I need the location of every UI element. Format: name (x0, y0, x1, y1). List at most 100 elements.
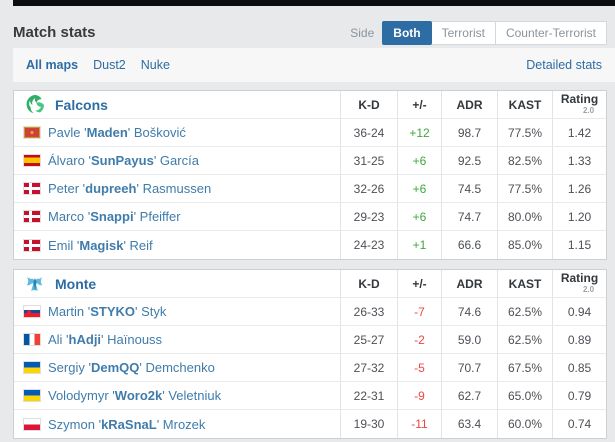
stat-rating: 1.42 (552, 119, 606, 146)
column-header-rating: Rating 2.0 (552, 91, 606, 118)
player-row: Peter 'dupreeh' Rasmussen 32-26 +6 74.5 77.5… (14, 175, 606, 203)
flag-slovakia-icon (24, 306, 40, 317)
column-header-adr: ADR (441, 270, 497, 297)
player-row: Emil 'Magisk' Reif 24-23 +1 66.6 85.0% 1.15 (14, 231, 606, 259)
stat-rating: 0.94 (552, 298, 606, 325)
detailed-stats-link[interactable]: Detailed stats (526, 58, 602, 72)
flag-ukraine-icon (24, 390, 40, 401)
map-filter-all-maps[interactable]: All maps (26, 58, 79, 72)
column-header-kast: KAST (497, 91, 552, 118)
stat-rating: 0.79 (552, 382, 606, 409)
stat-kast: 77.5% (497, 119, 552, 146)
stat-rating: 0.85 (552, 354, 606, 381)
page-title: Match stats (13, 24, 96, 41)
player-row: Volodymyr 'Woro2k' Veletniuk 22-31 -9 62.7 6… (14, 382, 606, 410)
stat-adr: 74.7 (441, 203, 497, 230)
team-stats-table-monte: Monte K-D +/- ADR KAST Rating 2.0 Martin 'STYKO… (13, 269, 607, 439)
stat-rating: 1.15 (552, 231, 606, 259)
player-name-link[interactable]: Sergiy 'DemQQ' Demchenko (48, 360, 215, 375)
player-name-cell: Marco 'Snappi' Pfeiffer (14, 203, 340, 230)
player-name-link[interactable]: Szymon 'kRaSnaL' Mrozek (48, 416, 206, 432)
stat-kast: 65.0% (497, 382, 552, 409)
player-name-link[interactable]: Álvaro 'SunPayus' García (48, 153, 199, 168)
stat-plusminus: -11 (397, 410, 441, 438)
stat-kast: 77.5% (497, 175, 552, 202)
player-name-cell: Ali 'hAdji' Haïnouss (14, 326, 340, 353)
flag-denmark-icon (24, 239, 40, 251)
player-name-cell: Martin 'STYKO' Styk (14, 298, 340, 325)
column-header-adr: ADR (441, 91, 497, 118)
rating-label: Rating (560, 270, 599, 285)
player-name-cell: Pavle 'Maden' Bošković (14, 119, 340, 146)
flag-poland-icon (24, 418, 40, 430)
player-row: Ali 'hAdji' Haïnouss 25-27 -2 59.0 62.5% 0.89 (14, 326, 606, 354)
flag-denmark-icon (24, 211, 40, 222)
rating-version-label: 2.0 (582, 105, 595, 115)
player-row: Marco 'Snappi' Pfeiffer 29-23 +6 74.7 80.0% 1… (14, 203, 606, 231)
stat-adr: 62.7 (441, 382, 497, 409)
stat-plusminus: +1 (397, 231, 441, 259)
stat-kd: 22-31 (340, 382, 397, 409)
stat-rating: 1.20 (552, 203, 606, 230)
team-cell: Monte (14, 270, 340, 297)
team-stats-table-falcons: Falcons K-D +/- ADR KAST Rating 2.0 Pavle 'Made… (13, 90, 607, 260)
player-name-cell: Volodymyr 'Woro2k' Veletniuk (14, 382, 340, 409)
player-name-link[interactable]: Marco 'Snappi' Pfeiffer (48, 209, 181, 224)
side-filter-label: Side (350, 25, 375, 40)
flag-denmark-icon (24, 183, 40, 194)
stat-plusminus: +6 (397, 175, 441, 202)
content-wrapper: Match stats Side Both Terrorist Counter-… (13, 6, 615, 439)
team-cell: Falcons (14, 91, 340, 118)
stat-kd: 27-32 (340, 354, 397, 381)
stat-kd: 32-26 (340, 175, 397, 202)
top-dark-bar (13, 0, 615, 6)
stat-adr: 66.6 (441, 231, 497, 259)
player-row: Martin 'STYKO' Styk 26-33 -7 74.6 62.5% 0.94 (14, 298, 606, 326)
player-name-link[interactable]: Emil 'Magisk' Reif (48, 237, 153, 253)
side-option-both[interactable]: Both (382, 20, 432, 45)
stat-adr: 98.7 (441, 119, 497, 146)
player-name-cell: Emil 'Magisk' Reif (14, 231, 340, 259)
stat-adr: 59.0 (441, 326, 497, 353)
stat-kd: 36-24 (340, 119, 397, 146)
stat-adr: 70.7 (441, 354, 497, 381)
team-name-link[interactable]: Monte (55, 275, 97, 292)
stat-kast: 67.5% (497, 354, 552, 381)
stat-kd: 25-27 (340, 326, 397, 353)
column-header-rating: Rating 2.0 (552, 270, 606, 297)
rating-version-label: 2.0 (582, 284, 595, 294)
stat-adr: 74.5 (441, 175, 497, 202)
stat-plusminus: +6 (397, 203, 441, 230)
flag-montenegro-icon (24, 127, 40, 138)
map-filter-dust2[interactable]: Dust2 (93, 58, 126, 72)
stat-kd: 19-30 (340, 410, 397, 438)
side-option-terrorist[interactable]: Terrorist (430, 20, 496, 45)
map-filter-nuke[interactable]: Nuke (140, 58, 170, 72)
team-header-row: Monte K-D +/- ADR KAST Rating 2.0 (14, 270, 606, 298)
player-name-link[interactable]: Martin 'STYKO' Styk (48, 304, 167, 319)
player-name-link[interactable]: Pavle 'Maden' Bošković (48, 125, 186, 140)
stat-plusminus: -5 (397, 354, 441, 381)
player-name-link[interactable]: Volodymyr 'Woro2k' Veletniuk (48, 388, 222, 403)
stat-kast: 62.5% (497, 326, 552, 353)
side-filter: Side Both Terrorist Counter-Terrorist (350, 20, 607, 45)
stat-kd: 31-25 (340, 147, 397, 174)
side-option-counter-terrorist[interactable]: Counter-Terrorist (494, 20, 607, 45)
player-name-cell: Szymon 'kRaSnaL' Mrozek (14, 410, 340, 438)
player-row: Szymon 'kRaSnaL' Mrozek 19-30 -11 63.4 60.0%… (14, 410, 606, 438)
player-row: Álvaro 'SunPayus' García 31-25 +6 92.5 82.5%… (14, 147, 606, 175)
team-name-link[interactable]: Falcons (55, 96, 108, 113)
stat-adr: 74.6 (441, 298, 497, 325)
player-name-link[interactable]: Peter 'dupreeh' Rasmussen (48, 181, 212, 196)
stat-rating: 1.33 (552, 147, 606, 174)
stat-plusminus: +12 (397, 119, 441, 146)
column-header-kd: K-D (340, 270, 397, 297)
flag-france-icon (24, 334, 40, 345)
column-header-kd: K-D (340, 91, 397, 118)
stat-plusminus: +6 (397, 147, 441, 174)
player-name-cell: Álvaro 'SunPayus' García (14, 147, 340, 174)
player-name-link[interactable]: Ali 'hAdji' Haïnouss (48, 332, 163, 347)
stat-rating: 0.89 (552, 326, 606, 353)
stat-kast: 60.0% (497, 410, 552, 438)
